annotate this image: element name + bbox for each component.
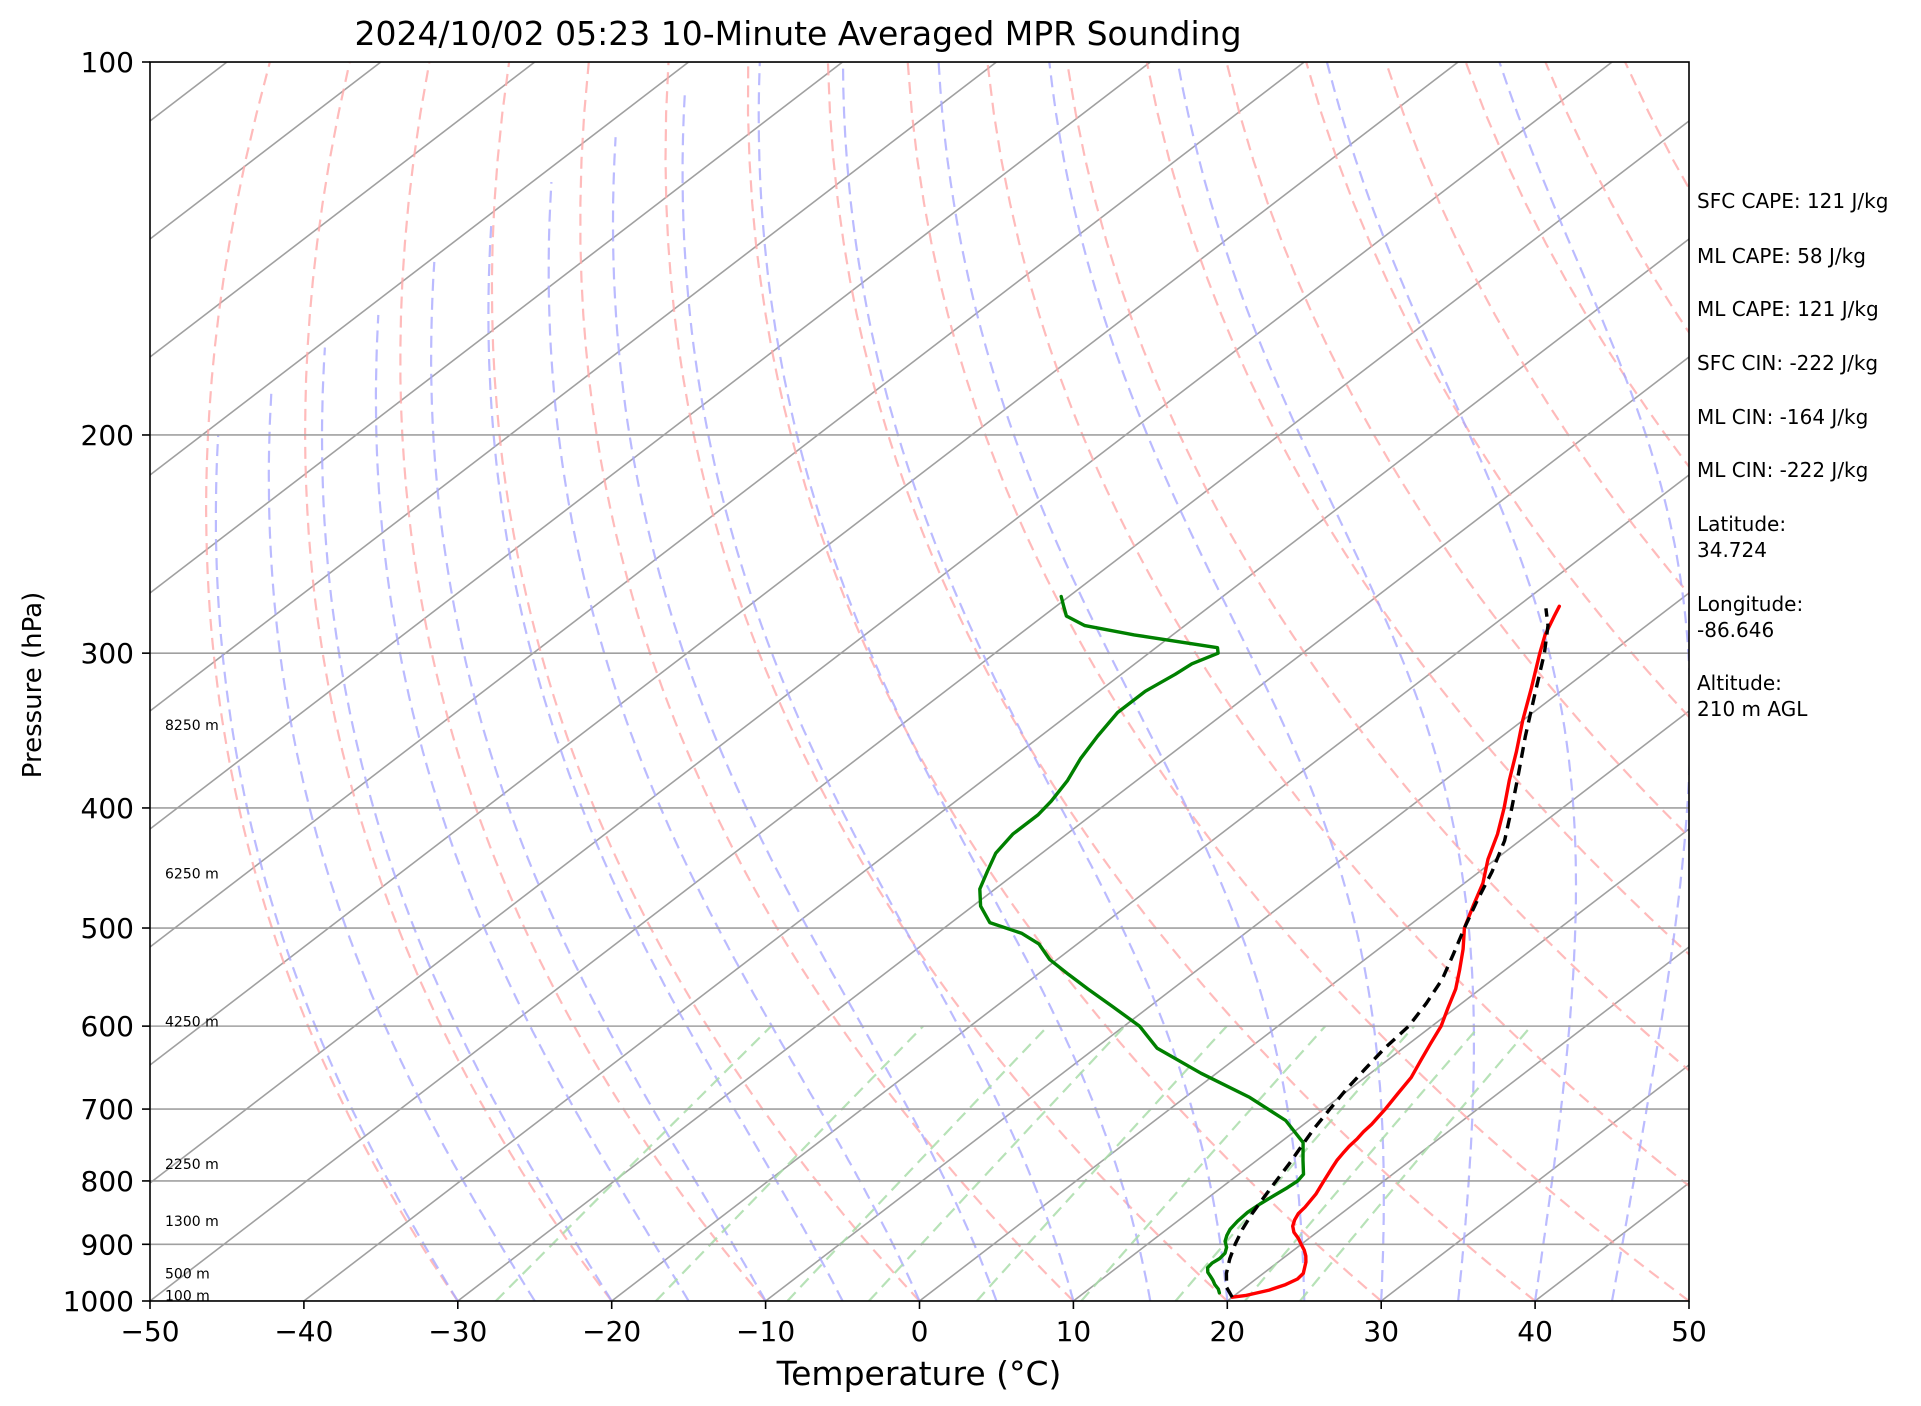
mixing-ratio-line [495,1025,772,1301]
y-tick-label: 300 [81,637,134,670]
isotherm-line [1380,1063,1689,1301]
isotherm-line [150,62,844,595]
y-tick-label: 100 [81,46,134,79]
x-tick-label: 0 [911,1315,929,1348]
dewpoint-profile-line [978,594,1306,1295]
dry-adiabat-line [906,62,1689,1301]
y-axis-label: Pressure (hPa) [18,592,48,779]
dry-adiabat-line [664,62,1229,1301]
dry-adiabat-line [826,62,1536,1301]
height-label: 100 m [165,1289,210,1305]
moist-adiabat-line [1048,62,1385,1301]
chart-title: 2024/10/02 05:23 10-Minute Averaged MPR … [354,14,1241,53]
moist-adiabat-line [757,62,1152,1301]
temperature-profile-line [1230,604,1561,1299]
x-tick-label: 40 [1517,1315,1553,1348]
moist-adiabat-line [320,347,613,1301]
dry-adiabat-line [579,62,1075,1301]
y-axis-ticks: 1000 900 800 700 600 500 400 300 200 100 [63,46,150,1318]
moist-adiabat-line [1498,62,1689,1301]
dry-adiabat-line [1225,62,1689,839]
moist-adiabat-line [547,182,921,1301]
y-tick-label: 600 [81,1010,134,1043]
height-label: 1300 m [165,1214,219,1230]
moist-adiabat-line [841,62,1229,1301]
isotherm-line [150,62,997,713]
isotherm-line [150,62,536,359]
height-label: 8250 m [165,718,219,734]
ml-cin-2-text: ML CIN: -222 J/kg [1697,458,1868,482]
dry-adiabat-line [399,62,767,1301]
sfc-cin-text: SFC CIN: -222 J/kg [1697,351,1878,375]
altitude-text: 210 m AGL [1697,697,1808,721]
dry-adiabat-line [1305,62,1689,719]
ml-cape-2-text: ML CAPE: 121 J/kg [1697,297,1879,321]
x-tick-label: −20 [582,1315,641,1348]
height-label: 2250 m [165,1157,219,1173]
isotherm-line [150,62,1305,949]
dry-adiabat-line [490,62,921,1301]
y-tick-label: 400 [81,792,134,825]
x-tick-label: −10 [736,1315,795,1348]
moist-adiabat-line [611,137,998,1301]
height-label: 4250 m [165,1015,219,1031]
longitude-text: -86.646 [1697,618,1774,642]
height-labels: 100 m 500 m 1300 m 2250 m 4250 m 6250 m 8250 m [165,718,219,1304]
isobar-grid [150,62,1689,1301]
height-label: 500 m [165,1266,210,1282]
dry-adiabat-line [204,62,459,1301]
latitude-text: 34.724 [1697,538,1767,562]
profile-lines [978,594,1561,1299]
dry-adiabat-line [1066,62,1689,1072]
moist-adiabat-line [1176,62,1475,1301]
y-tick-label: 700 [81,1093,134,1126]
dry-adiabat-line [1384,62,1689,596]
mixing-ratio-line [655,1025,924,1301]
y-tick-label: 1000 [63,1285,134,1318]
moist-adiabat-line [487,223,844,1301]
x-tick-label: 50 [1671,1315,1707,1348]
x-tick-label: −50 [120,1315,179,1348]
isotherm-line [150,62,1613,1185]
moist-adiabat-line [1325,62,1578,1301]
isotherm-line [150,62,690,477]
longitude-text: Longitude: [1697,592,1803,616]
ml-cin-1-text: ML CIN: -164 J/kg [1697,405,1868,429]
parcel-path-line [1224,608,1550,1299]
sounding-parameters-panel: SFC CAPE: 121 J/kg ML CAPE: 58 J/kg ML CAP… [1697,189,1888,721]
dry-adiabat-line [746,62,1382,1301]
x-tick-label: 10 [1056,1315,1092,1348]
x-axis-ticks: −50 −40 −30 −20 −10 0 10 20 30 40 50 [120,1301,1707,1348]
y-tick-label: 900 [81,1228,134,1261]
isotherm-line [150,62,1459,1067]
y-tick-label: 200 [81,419,134,452]
y-tick-label: 800 [81,1165,134,1198]
x-tick-label: 20 [1209,1315,1245,1348]
sfc-cape-text: SFC CAPE: 121 J/kg [1697,189,1888,213]
isotherm-line [150,119,1689,1301]
moist-adiabat-line [681,88,1075,1301]
latitude-text: Latitude: [1697,512,1786,536]
isotherm-line [303,237,1689,1301]
isotherm-line [611,473,1689,1301]
height-label: 6250 m [165,867,219,883]
dry-adiabat-line [1145,62,1689,956]
x-tick-label: 30 [1363,1315,1399,1348]
y-tick-label: 500 [81,912,134,945]
moist-adiabat-line [429,261,767,1301]
ml-cape-1-text: ML CAPE: 58 J/kg [1697,244,1866,268]
isotherm-line [1226,945,1689,1301]
x-tick-label: −30 [428,1315,487,1348]
isotherm-line [765,591,1689,1301]
isotherm-line [150,62,1151,831]
altitude-text: Altitude: [1697,671,1782,695]
x-tick-label: −40 [274,1315,333,1348]
moist-adiabat-line [267,392,536,1301]
x-axis-label: Temperature (°C) [776,1354,1062,1393]
